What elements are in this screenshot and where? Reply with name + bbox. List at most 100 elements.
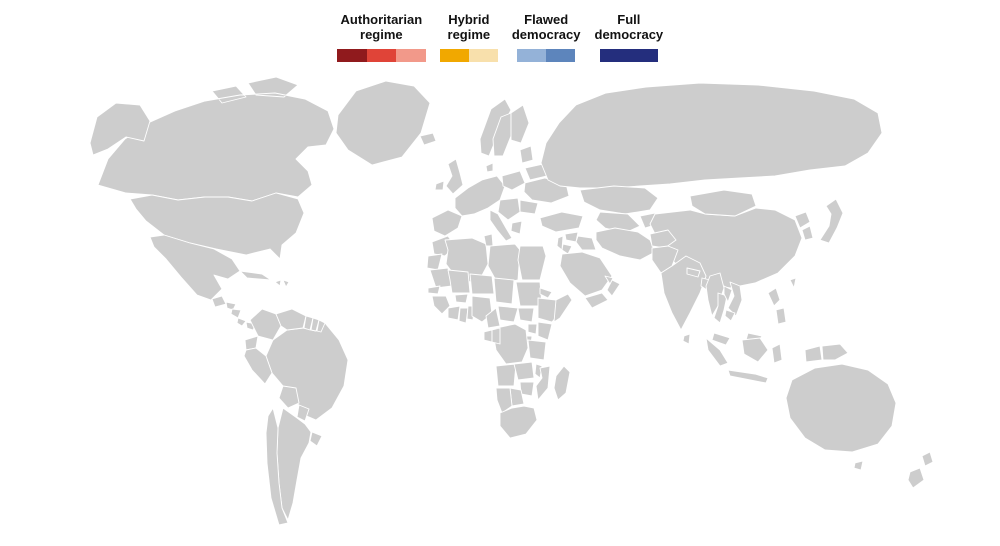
region-paraguay bbox=[296, 404, 310, 422]
region-somalia bbox=[553, 293, 573, 323]
region-venezuela bbox=[275, 308, 307, 331]
region-south-sudan bbox=[517, 307, 535, 323]
region-south-korea bbox=[801, 225, 814, 241]
region-yemen bbox=[584, 292, 609, 309]
region-tunisia bbox=[483, 233, 494, 247]
region-namibia bbox=[495, 387, 513, 414]
legend-swatch bbox=[336, 49, 367, 63]
region-north-korea bbox=[794, 211, 811, 229]
legend-swatch-row-flawed bbox=[517, 49, 576, 63]
region-new-zealand bbox=[907, 451, 934, 489]
legend-group-flawed: Flawed democracy bbox=[511, 12, 581, 63]
region-brazil bbox=[265, 322, 349, 421]
region-ivory-coast bbox=[447, 305, 461, 321]
region-gabon bbox=[483, 329, 493, 343]
region-ireland bbox=[434, 180, 445, 191]
region-saudi-arabia bbox=[559, 251, 613, 297]
region-mozambique bbox=[535, 365, 551, 401]
region-cuba bbox=[239, 270, 272, 281]
legend-label-full: Full democracy bbox=[594, 12, 664, 42]
region-afghanistan bbox=[649, 229, 677, 249]
region-turkey bbox=[539, 211, 584, 233]
region-philippines bbox=[767, 287, 787, 325]
democracy-index-world-map: Authoritarian regime Hybrid regime Flawe… bbox=[0, 0, 1000, 526]
region-zambia bbox=[513, 361, 535, 381]
region-laos bbox=[723, 285, 733, 303]
region-myanmar bbox=[705, 272, 725, 317]
legend-swatch bbox=[517, 49, 547, 63]
region-mali bbox=[447, 269, 471, 294]
legend-swatch bbox=[599, 49, 658, 63]
region-iraq bbox=[575, 235, 597, 251]
region-uruguay bbox=[309, 431, 323, 447]
region-niger bbox=[469, 273, 495, 295]
region-greece bbox=[510, 220, 523, 235]
legend-swatch bbox=[396, 49, 426, 63]
region-tanzania bbox=[527, 339, 547, 361]
legend-group-authoritarian: Authoritarian regime bbox=[336, 12, 426, 63]
map-legend: Authoritarian regime Hybrid regime Flawe… bbox=[0, 0, 1000, 63]
region-italy bbox=[489, 209, 513, 242]
region-kenya bbox=[537, 321, 553, 341]
region-uk bbox=[445, 158, 464, 195]
legend-swatch bbox=[439, 49, 469, 63]
region-bolivia bbox=[278, 385, 300, 409]
region-mongolia bbox=[689, 189, 757, 217]
region-guatemala bbox=[211, 295, 227, 308]
region-uganda bbox=[527, 323, 538, 335]
region-uae bbox=[604, 275, 614, 285]
region-denmark bbox=[485, 162, 494, 173]
region-poland bbox=[501, 170, 526, 191]
region-romania bbox=[519, 199, 539, 215]
legend-swatch bbox=[546, 49, 576, 63]
legend-swatch-row-hybrid bbox=[439, 49, 498, 63]
region-sri-lanka bbox=[682, 333, 691, 345]
region-argentina bbox=[276, 407, 312, 521]
region-alaska bbox=[89, 102, 151, 156]
region-madagascar bbox=[553, 365, 571, 401]
region-russia bbox=[540, 82, 883, 189]
region-indonesia bbox=[705, 337, 823, 384]
region-chile bbox=[265, 407, 289, 526]
region-iceland bbox=[419, 132, 437, 146]
region-guyana bbox=[303, 315, 314, 331]
legend-group-full: Full democracy bbox=[594, 12, 664, 63]
legend-label-flawed: Flawed democracy bbox=[511, 12, 581, 42]
region-south-africa bbox=[499, 405, 538, 439]
legend-swatch-row-authoritarian bbox=[336, 49, 426, 63]
region-nicaragua bbox=[230, 308, 242, 319]
region-central-african-republic bbox=[497, 305, 519, 323]
region-baltics bbox=[519, 145, 534, 164]
region-nepal bbox=[686, 267, 701, 278]
region-chad bbox=[493, 277, 515, 305]
region-cambodia bbox=[724, 309, 736, 322]
region-balkans bbox=[497, 197, 521, 221]
legend-label-hybrid: Hybrid regime bbox=[447, 12, 491, 42]
legend-label-authoritarian: Authoritarian regime bbox=[340, 12, 423, 42]
region-japan bbox=[819, 198, 844, 244]
region-papua-new-guinea bbox=[821, 343, 849, 361]
region-dominican-republic bbox=[282, 279, 290, 288]
region-kazakhstan bbox=[579, 185, 659, 215]
region-eritrea bbox=[539, 287, 553, 299]
legend-swatch bbox=[366, 49, 397, 63]
region-taiwan bbox=[789, 277, 797, 289]
region-mexico bbox=[149, 234, 241, 301]
region-iberia bbox=[431, 209, 463, 237]
region-suriname bbox=[310, 317, 320, 332]
region-peru bbox=[243, 347, 273, 385]
region-congo bbox=[491, 327, 501, 345]
region-vietnam bbox=[727, 281, 743, 317]
region-cameroon bbox=[485, 307, 501, 329]
legend-group-hybrid: Hybrid regime bbox=[439, 12, 498, 63]
region-australia bbox=[785, 363, 897, 471]
region-honduras bbox=[225, 301, 237, 311]
region-burkina-faso bbox=[454, 293, 469, 304]
region-western-sahara bbox=[426, 253, 443, 271]
region-guinea bbox=[431, 295, 451, 315]
legend-swatch bbox=[468, 49, 498, 63]
region-senegal bbox=[427, 285, 441, 295]
region-jordan bbox=[561, 243, 573, 255]
region-french-guiana bbox=[316, 319, 326, 333]
legend-swatch-row-full bbox=[599, 49, 658, 63]
